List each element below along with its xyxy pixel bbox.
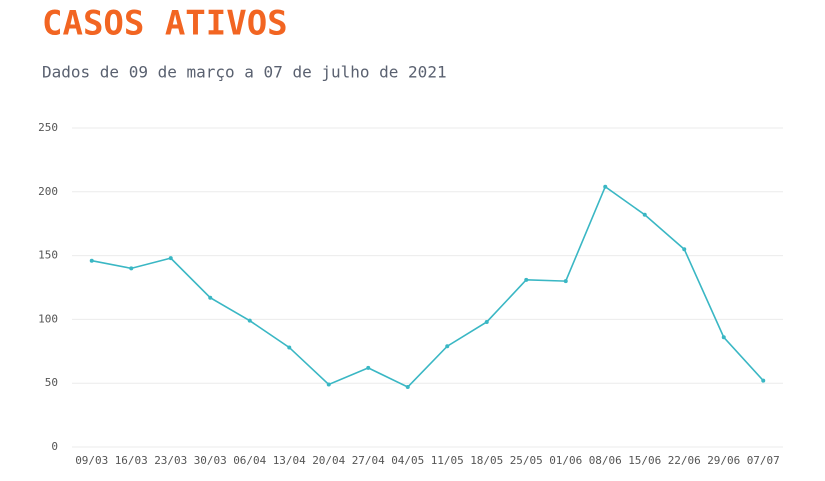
point	[326, 382, 331, 387]
x-tick-label: 30/03	[194, 454, 227, 467]
x-tick-label: 25/05	[510, 454, 543, 467]
y-tick-label: 200	[38, 185, 58, 198]
point	[405, 385, 410, 390]
x-tick-label: 18/05	[470, 454, 503, 467]
x-tick-label: 16/03	[115, 454, 148, 467]
point	[761, 378, 766, 383]
chart-subtitle: Dados de 09 de março a 07 de julho de 20…	[42, 63, 447, 82]
point	[89, 258, 94, 263]
y-tick-label: 0	[51, 440, 58, 453]
y-tick-label: 50	[45, 376, 58, 389]
y-tick-label: 250	[38, 121, 58, 134]
point	[247, 318, 252, 323]
x-tick-label: 01/06	[549, 454, 582, 467]
x-tick-label: 29/06	[707, 454, 740, 467]
point	[168, 256, 173, 261]
y-tick-label: 150	[38, 249, 58, 262]
x-tick-label: 15/06	[628, 454, 661, 467]
x-tick-label: 09/03	[75, 454, 108, 467]
point	[484, 319, 489, 324]
x-tick-label: 07/07	[747, 454, 780, 467]
x-tick-label: 22/06	[668, 454, 701, 467]
point	[563, 279, 568, 284]
point	[445, 344, 450, 349]
x-tick-label: 11/05	[431, 454, 464, 467]
y-tick-label: 100	[38, 312, 58, 325]
x-tick-label: 08/06	[589, 454, 622, 467]
x-tick-label: 23/03	[154, 454, 187, 467]
point	[208, 295, 213, 300]
point	[287, 345, 292, 350]
point	[721, 335, 726, 340]
chart-title: CASOS ATIVOS	[42, 4, 288, 44]
x-tick-label: 20/04	[312, 454, 345, 467]
point	[603, 184, 608, 189]
x-tick-label: 04/05	[391, 454, 424, 467]
x-tick-label: 27/04	[352, 454, 385, 467]
x-tick-label: 13/04	[273, 454, 306, 467]
point	[129, 266, 134, 271]
point	[682, 247, 687, 252]
x-tick-label: 06/04	[233, 454, 266, 467]
point	[524, 277, 529, 282]
point	[366, 365, 371, 370]
point	[642, 212, 647, 217]
line	[91, 185, 764, 389]
